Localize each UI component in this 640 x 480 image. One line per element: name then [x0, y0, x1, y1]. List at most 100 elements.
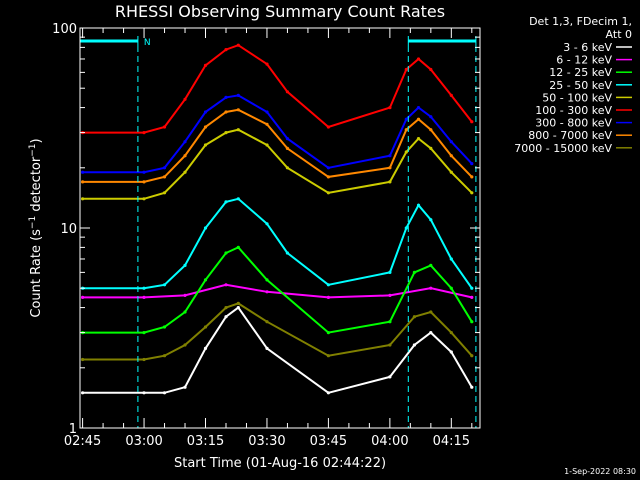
data-point-3-6-kev-4: [203, 346, 208, 350]
data-point-12-25-kev-2: [162, 325, 167, 329]
data-point-100-300-kev-8: [285, 90, 289, 94]
data-point-3-6-kev-0: [81, 391, 85, 395]
data-point-3-6-kev-11: [429, 331, 433, 335]
data-point-6-12-kev-1: [142, 295, 146, 299]
data-point-100-300-kev-1: [142, 131, 146, 135]
legend-label-50-100-kev: 50 - 100 keV: [542, 91, 612, 104]
data-point-7000-15000-kev-12: [449, 331, 453, 335]
data-point-25-50-kev-5: [224, 200, 228, 204]
data-point-3-6-kev-7: [265, 346, 269, 350]
data-point-300-800-kev-9: [326, 166, 330, 170]
data-point-300-800-kev-6: [236, 93, 240, 97]
data-point-100-300-kev-5: [224, 48, 228, 52]
series-line-100-300-kev: [82, 44, 473, 134]
series-line-6-12-kev: [82, 283, 473, 299]
annotation-layer: N: [79, 36, 477, 428]
footer-date: 1-Sep-2022 08:30: [564, 467, 636, 476]
data-point-7000-15000-kev-9: [388, 343, 392, 347]
plot-frame: [79, 27, 481, 429]
legend-label-7000-15000-kev: 7000 - 15000 keV: [514, 142, 612, 155]
data-point-12-25-kev-8: [326, 331, 330, 335]
data-point-300-800-kev-2: [162, 166, 167, 170]
data-point-3-6-kev-1: [142, 391, 146, 395]
data-point-300-800-kev-15: [470, 162, 474, 166]
data-point-100-300-kev-3: [183, 97, 187, 101]
data-point-300-800-kev-11: [404, 117, 408, 121]
data-point-50-100-kev-12: [416, 137, 421, 141]
data-point-7000-15000-kev-8: [326, 354, 330, 358]
legend-header-line-1: Det 1,3, FDecim 1,: [529, 15, 632, 28]
data-point-25-50-kev-12: [416, 203, 421, 207]
x-tick-label-0345: 03:45: [310, 434, 347, 449]
data-point-6-12-kev-7: [429, 286, 433, 290]
data-point-800-7000-kev-0: [81, 180, 85, 184]
data-point-25-50-kev-4: [203, 226, 208, 230]
data-point-50-100-kev-1: [142, 197, 146, 201]
data-point-800-7000-kev-14: [449, 154, 453, 158]
y-tick-label-100: 100: [52, 22, 77, 37]
data-point-50-100-kev-15: [470, 191, 474, 195]
data-point-100-300-kev-2: [162, 125, 167, 129]
data-point-12-25-kev-4: [203, 278, 208, 282]
data-point-3-6-kev-12: [449, 350, 453, 354]
legend-label-300-800-kev: 300 - 800 keV: [535, 117, 612, 130]
data-point-25-50-kev-3: [183, 263, 187, 267]
data-point-25-50-kev-1: [142, 286, 146, 290]
data-point-7000-15000-kev-4: [203, 325, 208, 329]
data-point-7000-15000-kev-3: [183, 343, 187, 347]
data-point-6-12-kev-0: [81, 295, 85, 299]
data-point-7000-15000-kev-2: [162, 354, 167, 358]
data-point-25-50-kev-7: [265, 222, 269, 226]
series-line-3-6-kev: [82, 306, 473, 394]
data-point-300-800-kev-7: [265, 110, 269, 114]
series-line-50-100-kev: [82, 128, 473, 200]
data-point-3-6-kev-13: [470, 385, 474, 389]
data-point-100-300-kev-13: [429, 67, 433, 72]
data-point-7000-15000-kev-1: [142, 357, 146, 362]
data-point-50-100-kev-4: [203, 143, 208, 147]
data-point-100-300-kev-9: [326, 125, 330, 129]
data-point-6-12-kev-2: [183, 293, 187, 297]
night-label: N: [144, 38, 151, 48]
y-axis-label-sup-2: −1: [28, 143, 38, 156]
data-point-800-7000-kev-8: [285, 146, 289, 150]
legend-label-6-12-kev: 6 - 12 keV: [556, 54, 612, 67]
data-point-800-7000-kev-10: [388, 166, 392, 170]
x-tick-label-0400: 04:00: [371, 434, 408, 449]
data-point-100-300-kev-4: [203, 63, 208, 67]
data-point-3-6-kev-10: [412, 343, 416, 347]
data-point-300-800-kev-0: [81, 170, 85, 174]
data-point-50-100-kev-7: [265, 143, 269, 147]
data-point-6-12-kev-3: [224, 283, 228, 287]
data-point-7000-15000-kev-10: [412, 315, 416, 319]
data-point-7000-15000-kev-0: [81, 357, 85, 362]
data-point-100-300-kev-10: [388, 106, 392, 110]
data-point-50-100-kev-5: [224, 131, 228, 135]
y-tick-label-1: 1: [69, 422, 77, 437]
series-line-300-800-kev: [82, 94, 473, 174]
series-layer: [81, 43, 474, 395]
data-point-12-25-kev-5: [224, 251, 228, 255]
data-point-800-7000-kev-7: [265, 122, 269, 126]
legend-header-line-2: Att 0: [606, 28, 632, 41]
legend-label-800-7000-kev: 800 - 7000 keV: [528, 129, 612, 142]
data-point-300-800-kev-3: [183, 140, 187, 144]
data-point-50-100-kev-14: [449, 170, 453, 174]
data-point-300-800-kev-1: [142, 170, 146, 174]
axis-layer: 02:45 03:00 03:15 03:30 03:45 04:00 04:15 1 10 10…: [52, 22, 480, 449]
data-point-12-25-kev-9: [388, 320, 392, 324]
legend-label-3-6-kev: 3 - 6 keV: [563, 41, 612, 54]
data-point-7000-15000-kev-13: [470, 354, 474, 358]
data-point-300-800-kev-13: [429, 115, 433, 119]
data-point-12-25-kev-3: [183, 310, 187, 314]
data-point-50-100-kev-2: [162, 191, 167, 195]
data-point-50-100-kev-13: [429, 146, 433, 150]
data-point-800-7000-kev-9: [326, 175, 330, 179]
data-point-6-12-kev-6: [388, 293, 392, 297]
data-point-50-100-kev-6: [236, 128, 240, 132]
x-tick-label-0330: 03:30: [248, 434, 285, 449]
data-point-100-300-kev-11: [404, 67, 408, 72]
data-point-25-50-kev-15: [470, 286, 474, 290]
y-axis-label-end: ): [29, 138, 44, 143]
data-point-300-800-kev-8: [285, 137, 289, 141]
